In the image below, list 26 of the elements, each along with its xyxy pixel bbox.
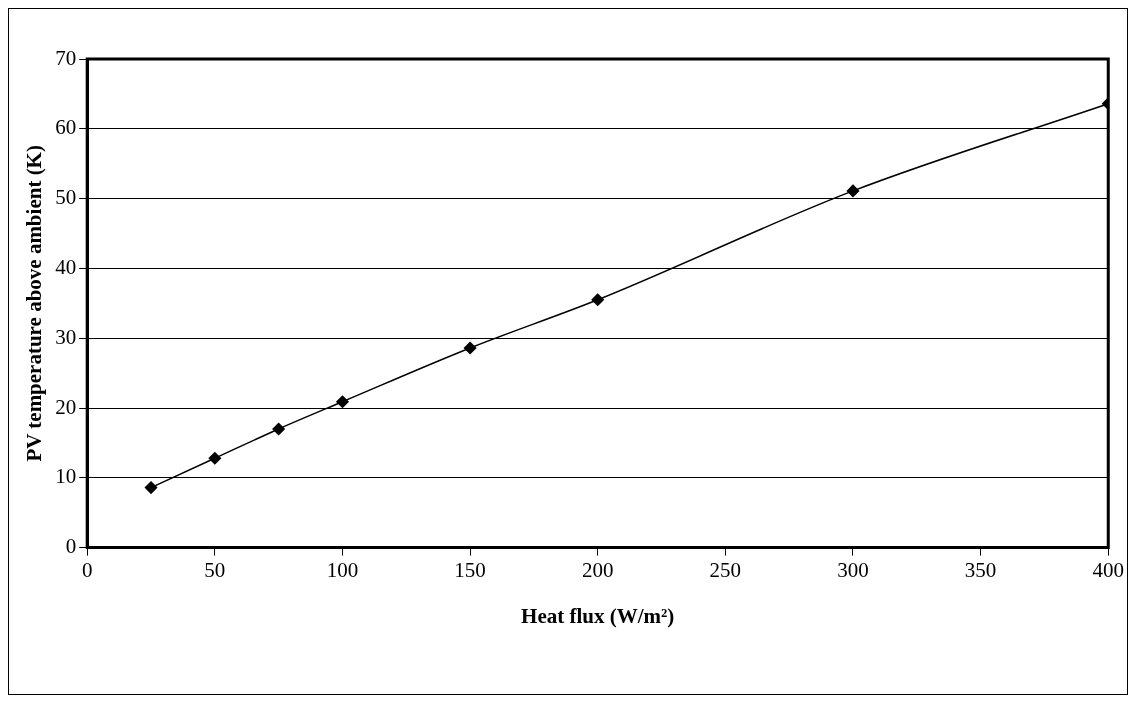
point: [336, 395, 349, 408]
y-tick-label: 0: [65, 534, 77, 559]
y-tick-label: 30: [55, 324, 77, 349]
x-tick-label: 200: [581, 557, 614, 582]
x-tick-label: 50: [204, 557, 226, 582]
x-tick-label: 300: [837, 557, 869, 582]
x-tick-label: 150: [454, 557, 486, 582]
x-tick-label: 0: [81, 557, 93, 582]
point: [144, 481, 158, 494]
y-tick-label: 20: [55, 394, 77, 419]
y-tick-label: 60: [55, 115, 77, 140]
y-tick-label: 50: [55, 185, 77, 210]
point: [591, 293, 604, 307]
x-tick-label: 250: [709, 557, 742, 582]
y-axis-title: PV temperature above ambient (K): [22, 145, 47, 462]
y-tick-label: 70: [55, 45, 77, 70]
x-tick-label: 350: [964, 557, 997, 582]
y-tick-label: 40: [55, 254, 77, 279]
x-axis-title: Heat flux (W/m²): [521, 603, 675, 628]
y-tick-label: 10: [55, 464, 77, 489]
point: [846, 184, 860, 198]
point: [208, 452, 222, 465]
x-tick-label: 100: [326, 557, 359, 582]
point: [272, 422, 285, 436]
x-tick-label: 400: [1092, 557, 1124, 582]
point: [463, 341, 477, 355]
